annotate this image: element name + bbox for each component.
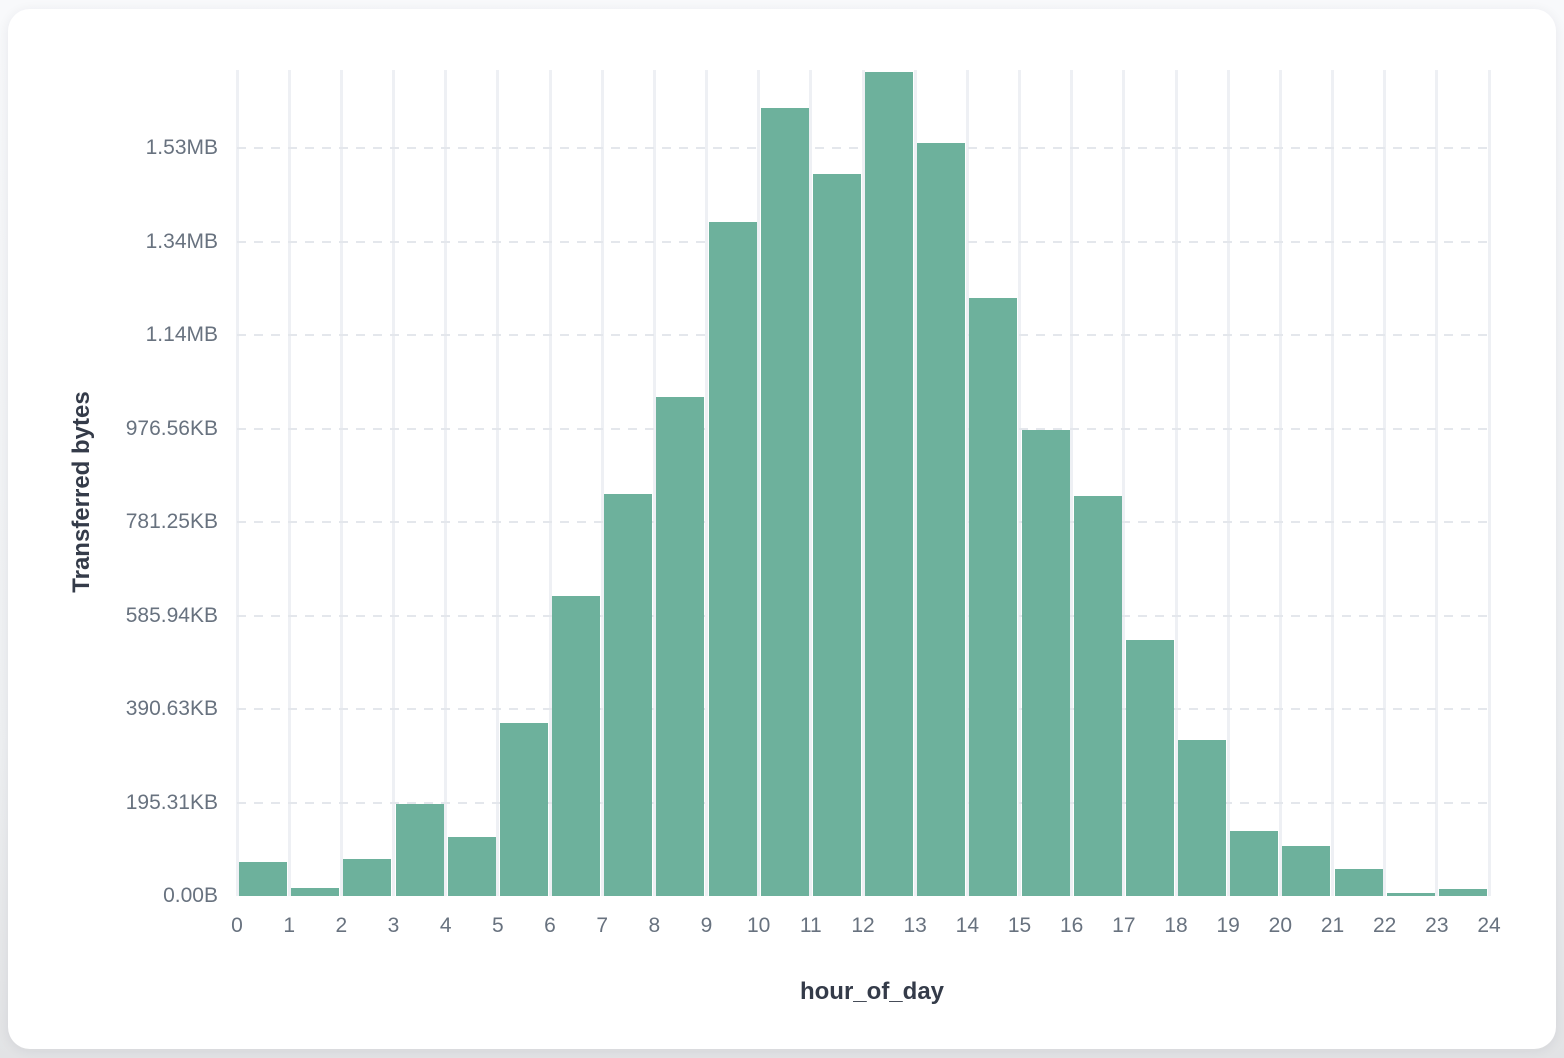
vertical-gridline bbox=[705, 70, 708, 896]
vertical-gridline bbox=[1383, 70, 1387, 896]
vertical-gridline bbox=[1278, 70, 1282, 896]
x-tick-label: 5 bbox=[491, 914, 504, 937]
y-tick-label: 1.14MB bbox=[145, 323, 218, 347]
vertical-gridline bbox=[1435, 70, 1439, 896]
x-tick-label: 8 bbox=[648, 914, 661, 937]
x-tick-label: 9 bbox=[700, 914, 713, 937]
y-tick-label: 1.34MB bbox=[145, 229, 218, 253]
x-tick-label: 0 bbox=[231, 914, 243, 937]
histogram-bar-hour-7[interactable] bbox=[604, 494, 653, 896]
histogram-bar-hour-11[interactable] bbox=[812, 174, 861, 896]
vertical-gridline bbox=[1122, 70, 1126, 896]
x-tick-label: 3 bbox=[387, 914, 400, 937]
histogram-bar-hour-8[interactable] bbox=[656, 397, 705, 896]
vertical-gridline bbox=[1331, 70, 1334, 896]
histogram-bar-hour-1[interactable] bbox=[291, 888, 340, 896]
histogram-bar-hour-12[interactable] bbox=[865, 71, 914, 896]
x-tick-label: 7 bbox=[596, 914, 608, 937]
vertical-gridline bbox=[1018, 70, 1021, 896]
vertical-gridline bbox=[548, 70, 552, 896]
histogram-bar-hour-10[interactable] bbox=[760, 107, 809, 896]
vertical-gridline bbox=[444, 70, 448, 896]
x-tick-label: 19 bbox=[1216, 914, 1240, 937]
vertical-gridline bbox=[757, 70, 761, 896]
histogram-bar-hour-21[interactable] bbox=[1334, 868, 1383, 896]
vertical-gridline bbox=[600, 70, 604, 896]
histogram-plot-area bbox=[235, 70, 1495, 896]
vertical-gridline bbox=[965, 70, 969, 896]
vertical-gridline bbox=[652, 70, 656, 896]
histogram-bar-hour-18[interactable] bbox=[1178, 740, 1227, 896]
histogram-bar-hour-17[interactable] bbox=[1125, 640, 1174, 896]
x-tick-label: 6 bbox=[544, 914, 556, 937]
histogram-bar-hour-6[interactable] bbox=[552, 596, 601, 896]
x-tick-label: 21 bbox=[1320, 914, 1345, 937]
histogram-bar-hour-3[interactable] bbox=[395, 803, 444, 896]
y-tick-label: 585.94KB bbox=[125, 603, 218, 627]
histogram-bar-hour-20[interactable] bbox=[1282, 846, 1331, 896]
x-tick-label: 11 bbox=[799, 914, 822, 937]
histogram-bar-hour-15[interactable] bbox=[1021, 429, 1070, 896]
x-tick-label: 14 bbox=[955, 914, 980, 937]
histogram-bar-hour-13[interactable] bbox=[917, 142, 966, 896]
histogram-bar-hour-16[interactable] bbox=[1073, 496, 1122, 896]
vertical-gridline bbox=[809, 70, 813, 896]
vertical-gridline bbox=[1174, 70, 1178, 896]
histogram-bar-hour-9[interactable] bbox=[708, 222, 757, 896]
vertical-gridline bbox=[287, 70, 291, 896]
histogram-bar-hour-22[interactable] bbox=[1386, 893, 1435, 896]
x-tick-label: 4 bbox=[439, 914, 452, 937]
histogram-bar-hour-14[interactable] bbox=[969, 298, 1018, 896]
x-axis-title: hour_of_day bbox=[799, 978, 945, 1005]
histogram-bar-hour-5[interactable] bbox=[499, 723, 548, 896]
histogram-bar-hour-2[interactable] bbox=[343, 859, 392, 896]
x-tick-label: 12 bbox=[851, 914, 875, 937]
vertical-gridline bbox=[1487, 70, 1491, 896]
x-tick-label: 13 bbox=[903, 914, 927, 937]
y-tick-label: 976.56KB bbox=[125, 416, 218, 440]
x-tick-label: 24 bbox=[1477, 914, 1501, 937]
histogram-bar-hour-4[interactable] bbox=[447, 837, 496, 896]
x-tick-label: 1 bbox=[283, 914, 295, 937]
x-tick-label: 22 bbox=[1372, 914, 1397, 937]
y-tick-label: 195.31KB bbox=[125, 790, 218, 814]
x-tick-label: 18 bbox=[1164, 914, 1188, 937]
y-tick-label: 1.53MB bbox=[145, 136, 218, 160]
histogram-bar-hour-0[interactable] bbox=[239, 862, 288, 896]
x-tick-label: 16 bbox=[1059, 914, 1084, 937]
x-tick-label: 15 bbox=[1007, 914, 1032, 937]
vertical-gridline bbox=[1070, 70, 1074, 896]
x-tick-label: 20 bbox=[1268, 914, 1293, 937]
vertical-gridline bbox=[1226, 70, 1230, 896]
vertical-gridline bbox=[861, 70, 865, 896]
y-tick-label: 0.00B bbox=[163, 884, 218, 907]
x-tick-label: 23 bbox=[1425, 914, 1449, 937]
y-tick-label: 390.63KB bbox=[125, 697, 218, 721]
histogram-bar-hour-23[interactable] bbox=[1438, 888, 1487, 896]
vertical-gridline bbox=[392, 70, 395, 896]
vertical-gridline bbox=[496, 70, 500, 896]
y-tick-label: 781.25KB bbox=[125, 510, 218, 534]
x-tick-label: 10 bbox=[746, 914, 771, 937]
histogram-bar-hour-19[interactable] bbox=[1230, 831, 1279, 896]
vertical-gridline bbox=[339, 70, 343, 896]
x-tick-label: 2 bbox=[335, 914, 348, 937]
vertical-gridline bbox=[235, 70, 239, 896]
vertical-gridline bbox=[913, 70, 917, 896]
x-tick-label: 17 bbox=[1112, 914, 1136, 937]
